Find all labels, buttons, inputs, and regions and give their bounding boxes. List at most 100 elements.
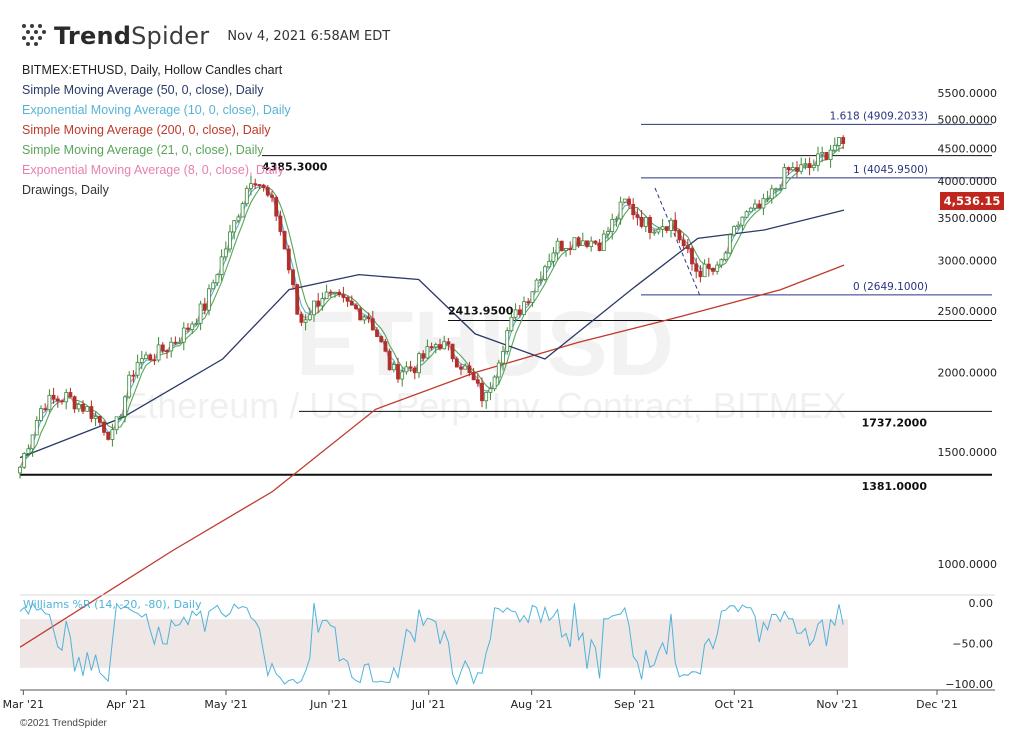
candle-body [564,248,568,251]
candle-body [656,228,661,233]
level-label: 4385.3000 [262,161,328,174]
candle-body [391,364,396,371]
candle-body [837,137,841,146]
brand-bar: TrendSpider Nov 4, 2021 6:58AM EDT [20,20,390,52]
legend-item[interactable]: Simple Moving Average (200, 0, close), D… [22,123,271,137]
candle-body [320,298,325,307]
candle-body [715,264,720,272]
candle-body [358,308,363,321]
candle-body [811,164,816,169]
candle-body [30,434,35,450]
candle-body [89,406,94,419]
candle-body [530,291,535,303]
candle-body [370,318,375,331]
candle-body [337,291,342,296]
watermark-description: Ethereum / USD Perp. Inv. Contract, BITM… [123,385,847,426]
candle-body [328,291,333,294]
candle-body [769,188,774,200]
candle-body [169,341,174,352]
candle-body [60,400,64,403]
candle-body [324,291,329,299]
candle-body [429,346,434,349]
candle-body [22,453,27,468]
candle-body [64,392,69,403]
candle-body [610,219,615,232]
candle-body [282,231,287,250]
williams-r-line [19,602,844,686]
fibonacci-label: 1 (4045.9500) [853,164,928,176]
x-tick-label: Sep '21 [614,698,655,711]
candle-body [480,382,484,402]
candle-body [333,291,337,294]
candle-body [148,354,153,361]
x-tick-label: May '21 [204,698,247,711]
candle-body [559,240,564,251]
candle-body [127,374,132,398]
candle-body [366,316,371,320]
candle-body [580,240,585,246]
chart-timestamp: Nov 4, 2021 6:58AM EDT [227,28,391,44]
candle-body [47,394,52,411]
candle-body [471,372,476,381]
candle-body [438,344,442,350]
candle-body [690,248,694,265]
candle-body [349,300,354,306]
candle-body [156,344,161,361]
level-label: 1737.2000 [862,416,928,429]
fibonacci-trend-line [654,187,701,296]
candle-body [576,237,581,246]
candle-body [459,366,463,370]
candle-body [240,203,245,218]
candle-body [807,163,812,169]
candle-body [832,145,837,151]
candle-body [341,294,346,298]
y-tick-label: 2000.0000 [938,366,998,379]
candle-body [379,336,384,343]
fibonacci-label: 0 (2649.1000) [853,281,928,293]
candle-body [593,240,598,244]
legend-item[interactable]: Exponential Moving Average (8, 0, close)… [22,163,284,177]
candle-body [828,149,833,160]
candle-body [820,152,825,155]
legend-item[interactable]: Drawings, Daily [22,183,109,197]
candle-body [706,263,711,269]
candle-body [492,376,497,390]
candle-body [68,392,73,398]
fibonacci-label: 1.618 (4909.2033) [830,110,928,122]
candle-body [375,329,379,337]
candle-body [631,204,636,216]
candle-body [261,184,266,188]
legend-item[interactable]: Simple Moving Average (50, 0, close), Da… [22,83,264,97]
candle-body [135,362,140,376]
candle-body [555,240,560,254]
legend-item[interactable]: Exponential Moving Average (10, 0, close… [22,103,291,117]
candle-body [467,365,472,373]
williams-tick-label: 0.00 [969,597,994,610]
legend-item[interactable]: BITMEX:ETHUSD, Daily, Hollow Candles cha… [22,63,283,77]
candle-body [614,218,619,221]
candle-body [736,224,741,228]
candle-body [417,353,421,374]
candle-body [51,394,56,400]
x-tick-label: Mar '21 [3,698,44,711]
candle-body [673,219,678,231]
candle-body [589,240,594,247]
level-label: 2413.9500 [448,305,514,318]
candle-body [362,316,367,321]
y-tick-label: 5500.0000 [938,87,998,100]
candle-body [522,301,526,315]
y-tick-label: 4500.0000 [938,142,998,155]
y-tick-label: 4000.0000 [938,175,998,188]
brand-name-light: Spider [131,22,210,50]
candle-body [618,201,623,220]
candle-body [400,371,405,380]
candle-body [291,269,295,286]
candle-body [572,237,577,251]
candle-body [753,203,757,209]
candle-body [727,234,732,254]
legend-item[interactable]: Simple Moving Average (21, 0, close), Da… [22,143,264,157]
candle-body [652,231,657,234]
candle-body [106,431,111,440]
candle-body [774,188,778,191]
